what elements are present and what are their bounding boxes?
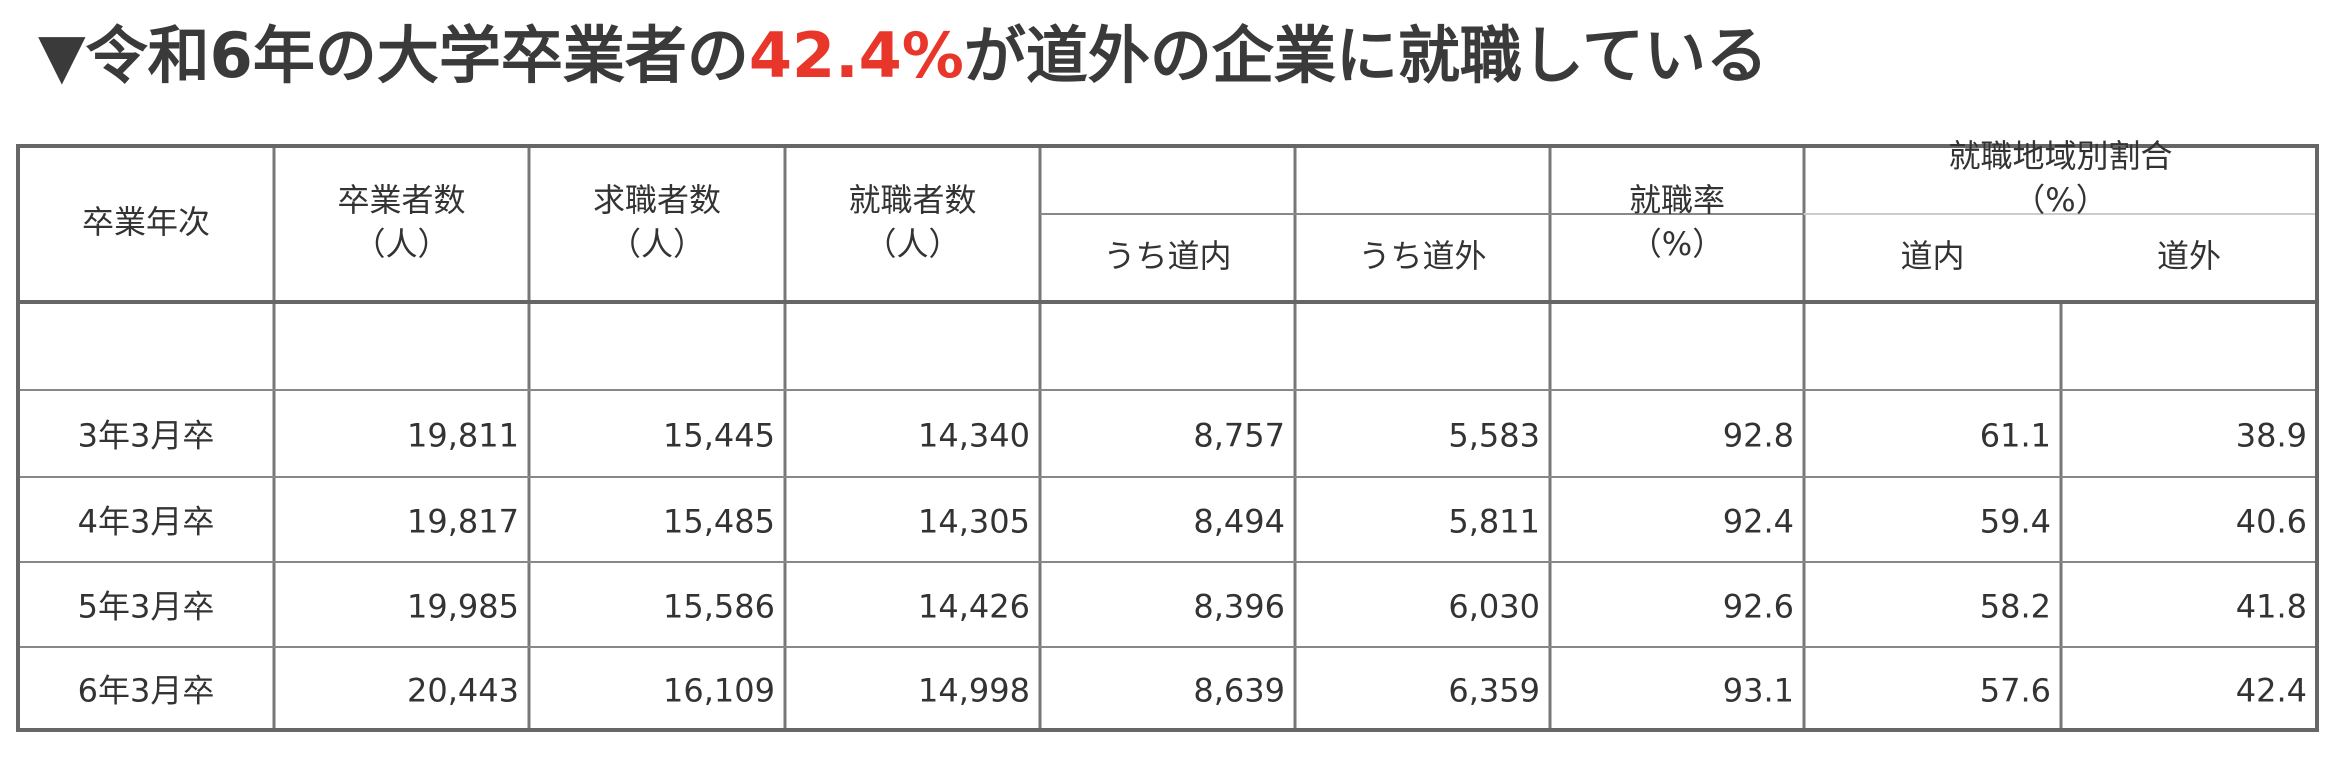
table-cell: 8,396 [1193, 588, 1285, 626]
table-cell: 8,639 [1193, 672, 1285, 710]
table-cell: 92.6 [1723, 588, 1794, 626]
table-cell: 93.1 [1723, 672, 1794, 710]
table-cell: 58.2 [1980, 588, 2051, 626]
header-unit: （人） [353, 225, 449, 263]
table-cell: 14,305 [918, 503, 1030, 541]
header-cell: 卒業年次 [82, 203, 210, 241]
table-cell: 20,443 [407, 672, 519, 710]
table-cell: 8,494 [1193, 503, 1285, 541]
header-cell: 就職率 [1629, 181, 1725, 219]
table: 卒業年次 卒業者数 （人） 求職者数 （人） 就職者数 （人） うち道内 うち道外 就職率 （%） 就… [16, 137, 2319, 732]
table-cell: 6,030 [1448, 588, 1540, 626]
page-title: ▼令和6年の大学卒業者の42.4%が道外の企業に就職している [38, 19, 1768, 92]
table-cell: 5,811 [1448, 503, 1540, 541]
row-label: 4年3月卒 [78, 503, 215, 541]
table-cell: 92.8 [1723, 417, 1794, 455]
table-cell: 19,985 [407, 588, 519, 626]
header-unit: （%） [2013, 181, 2107, 219]
table-cell: 40.6 [2236, 503, 2307, 541]
header-cell: 道外 [2157, 237, 2221, 275]
table-cell: 6,359 [1448, 672, 1540, 710]
title-suffix: が道外の企業に就職している [964, 19, 1768, 92]
table-cell: 19,811 [407, 417, 519, 455]
table-outline [16, 144, 2319, 732]
header-cell: 就職地域別割合 [1948, 137, 2172, 175]
table-cell: 61.1 [1980, 417, 2051, 455]
header-unit: （人） [609, 225, 705, 263]
header-cell: うち道内 [1103, 237, 1231, 275]
table-cell: 8,757 [1193, 417, 1285, 455]
title-highlight: 42.4% [749, 19, 964, 92]
table-cell: 15,485 [663, 503, 775, 541]
header-cell: 就職者数 [848, 181, 976, 219]
header-unit: （%） [1630, 225, 1724, 263]
table-cell: 38.9 [2236, 417, 2307, 455]
row-label: 6年3月卒 [78, 672, 215, 710]
title-prefix: ▼令和6年の大学卒業者の [38, 19, 749, 92]
header-cell: うち道外 [1358, 237, 1486, 275]
table-cell: 19,817 [407, 503, 519, 541]
table-cell: 15,445 [663, 417, 775, 455]
table-cell: 41.8 [2236, 588, 2307, 626]
header-unit: （人） [864, 225, 960, 263]
table-cell: 5,583 [1448, 417, 1540, 455]
header-cell: 卒業者数 [337, 181, 465, 219]
row-label: 5年3月卒 [78, 588, 215, 626]
table-cell: 15,586 [663, 588, 775, 626]
table-cell: 14,998 [918, 672, 1030, 710]
table-cell: 57.6 [1980, 672, 2051, 710]
table-cell: 59.4 [1980, 503, 2051, 541]
table-cell: 92.4 [1723, 503, 1794, 541]
table-cell: 16,109 [663, 672, 775, 710]
table-cell: 14,340 [918, 417, 1030, 455]
table-cell: 42.4 [2236, 672, 2307, 710]
row-label: 3年3月卒 [78, 417, 215, 455]
header-cell: 求職者数 [593, 181, 721, 219]
header-cell: 道内 [1900, 237, 1964, 275]
table-cell: 14,426 [918, 588, 1030, 626]
